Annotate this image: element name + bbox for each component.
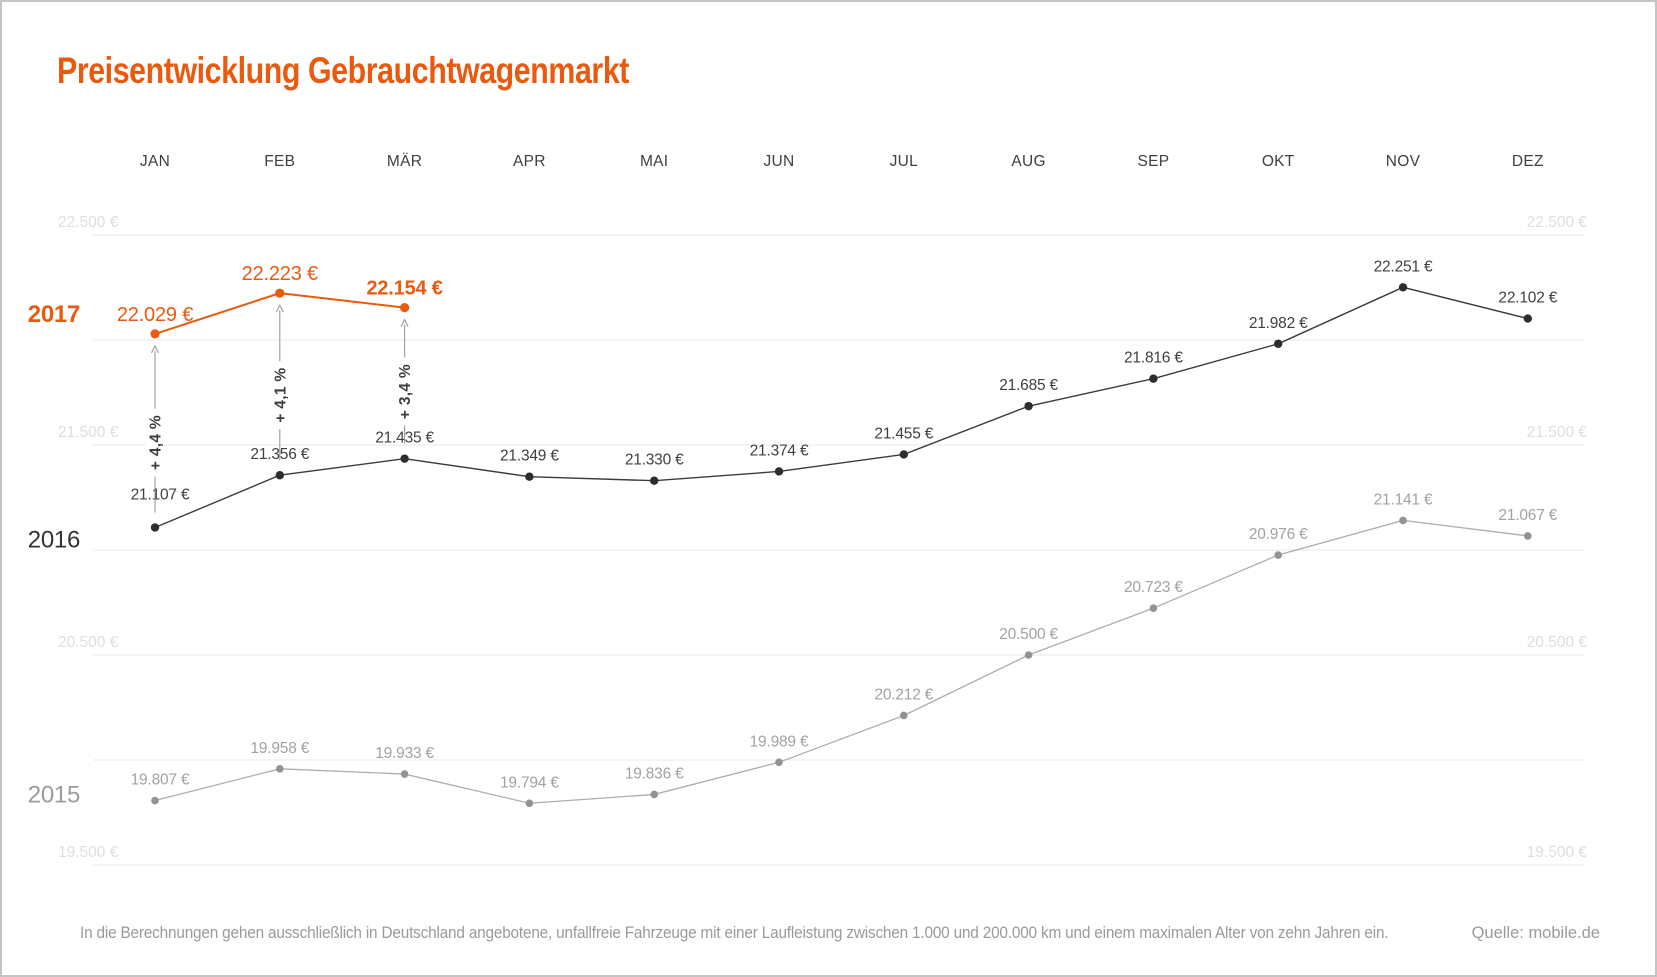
value-label-2015: 19.794 € bbox=[500, 774, 559, 791]
series-line-2016 bbox=[154, 286, 1528, 529]
month-label: NOV bbox=[1386, 153, 1421, 170]
month-label: FEB bbox=[264, 153, 295, 170]
month-label: DEZ bbox=[1512, 153, 1544, 170]
month-label: JAN bbox=[140, 153, 170, 170]
value-label-2016: 21.455 € bbox=[874, 425, 933, 442]
value-label-2017: 22.029 € bbox=[117, 304, 193, 326]
month-label: MÄR bbox=[387, 153, 422, 170]
data-point-2016-APR bbox=[525, 472, 534, 481]
value-label-2016: 22.102 € bbox=[1498, 290, 1557, 307]
value-label-2016: 21.685 € bbox=[999, 377, 1058, 394]
data-point-2016-OKT bbox=[1274, 339, 1283, 348]
data-point-2015-JAN bbox=[151, 796, 159, 805]
annotation-text-gap bbox=[270, 361, 289, 430]
value-label-2015: 20.500 € bbox=[999, 626, 1058, 643]
data-point-2016-JAN bbox=[150, 523, 160, 532]
data-point-2016-MÄR bbox=[400, 454, 409, 463]
data-point-2015-OKT bbox=[1274, 551, 1282, 559]
value-label-2015: 21.141 € bbox=[1374, 491, 1433, 508]
value-label-2015: 19.958 € bbox=[250, 740, 309, 757]
data-point-2017-JAN bbox=[150, 329, 160, 339]
data-point-2015-MAI bbox=[650, 790, 658, 799]
data-point-2017-FEB bbox=[275, 288, 285, 298]
month-label: SEP bbox=[1137, 153, 1169, 170]
data-point-2016-DEZ bbox=[1523, 314, 1533, 323]
value-label-2017: 22.223 € bbox=[242, 263, 318, 285]
chart-title: Preisentwicklung Gebrauchtwagenmarkt bbox=[57, 50, 629, 91]
y-tick-label-right: 21.500 € bbox=[1527, 424, 1588, 441]
annotation-percent-label: + 4,4 % bbox=[148, 415, 165, 470]
value-label-2015: 19.807 € bbox=[131, 772, 190, 789]
data-point-2017-MÄR bbox=[400, 303, 410, 313]
y-tick-label-left: 21.500 € bbox=[58, 424, 119, 441]
data-point-2015-AUG bbox=[1024, 651, 1033, 659]
value-label-2016: 21.982 € bbox=[1249, 315, 1308, 332]
arrow-up-icon bbox=[400, 318, 409, 327]
data-point-2015-MÄR bbox=[400, 770, 409, 778]
month-label: OKT bbox=[1262, 153, 1295, 170]
data-point-2015-DEZ bbox=[1524, 532, 1532, 540]
value-label-2016: 21.374 € bbox=[750, 442, 809, 459]
value-label-2017: 22.154 € bbox=[366, 278, 442, 300]
value-label-2016: 21.107 € bbox=[131, 487, 190, 504]
data-point-2015-JUN bbox=[775, 758, 783, 767]
month-label: MAI bbox=[640, 153, 668, 170]
data-point-2015-APR bbox=[525, 799, 534, 808]
value-label-2016: 21.349 € bbox=[500, 448, 559, 465]
value-label-2015: 19.933 € bbox=[375, 745, 434, 762]
arrow-up-icon bbox=[275, 303, 284, 313]
year-label-2015: 2015 bbox=[28, 782, 80, 809]
data-point-2015-SEP bbox=[1149, 604, 1158, 612]
annotation-percent-label: + 3,4 % bbox=[397, 364, 414, 419]
footer-note: In die Berechnungen gehen ausschließlich… bbox=[80, 924, 1389, 942]
data-point-2016-SEP bbox=[1149, 374, 1158, 383]
data-point-2015-FEB bbox=[276, 765, 284, 773]
month-label: AUG bbox=[1011, 153, 1046, 170]
month-label: JUN bbox=[763, 153, 794, 170]
annotation-text-gap bbox=[395, 357, 414, 426]
series-line-2015 bbox=[154, 519, 1528, 804]
arrow-up-icon bbox=[151, 344, 159, 354]
y-tick-label-left: 22.500 € bbox=[58, 214, 119, 231]
data-point-2015-JUL bbox=[900, 711, 908, 720]
value-label-2015: 19.836 € bbox=[625, 765, 684, 782]
value-label-2015: 20.723 € bbox=[1124, 579, 1183, 596]
value-label-2016: 21.816 € bbox=[1124, 350, 1183, 367]
annotation-text-gap bbox=[146, 408, 164, 477]
value-label-2016: 22.251 € bbox=[1374, 258, 1433, 275]
value-label-2015: 21.067 € bbox=[1498, 507, 1557, 524]
footer-source: Quelle: mobile.de bbox=[1471, 924, 1600, 942]
data-point-2016-AUG bbox=[1024, 401, 1033, 411]
y-tick-label-left: 19.500 € bbox=[58, 844, 119, 861]
year-label-2017: 2017 bbox=[28, 301, 80, 328]
value-label-2015: 20.976 € bbox=[1249, 526, 1308, 543]
data-point-2015-NOV bbox=[1399, 516, 1407, 525]
data-point-2016-JUL bbox=[899, 450, 908, 459]
month-label: APR bbox=[513, 153, 546, 170]
value-label-2016: 21.330 € bbox=[625, 452, 684, 469]
data-point-2016-MAI bbox=[650, 476, 659, 485]
annotation-percent-label: + 4,1 % bbox=[272, 368, 289, 423]
value-label-2015: 19.989 € bbox=[750, 733, 809, 750]
y-tick-label-left: 20.500 € bbox=[58, 634, 119, 651]
value-label-2015: 20.212 € bbox=[874, 686, 933, 703]
y-tick-label-right: 19.500 € bbox=[1527, 844, 1588, 861]
y-tick-label-right: 22.500 € bbox=[1527, 214, 1588, 231]
month-label: JUL bbox=[890, 153, 919, 170]
data-point-2016-NOV bbox=[1398, 283, 1408, 292]
year-label-2016: 2016 bbox=[28, 527, 80, 554]
y-tick-label-right: 20.500 € bbox=[1527, 634, 1588, 651]
data-point-2016-JUN bbox=[774, 467, 784, 476]
data-point-2016-FEB bbox=[275, 471, 284, 480]
